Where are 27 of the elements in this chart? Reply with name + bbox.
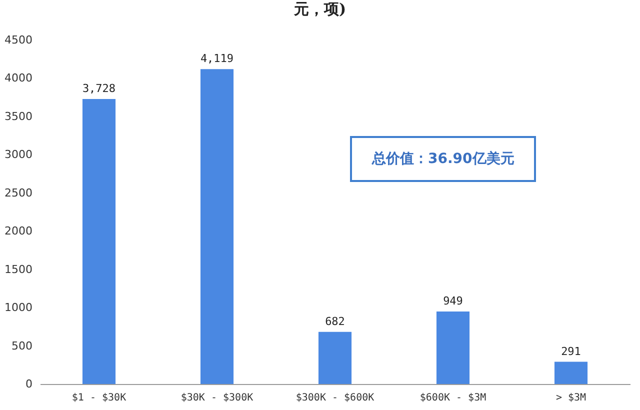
x-tick-label: $30K - $300K xyxy=(180,392,254,404)
data-label: 949 xyxy=(443,294,463,308)
x-tick-label: $1 - $30K xyxy=(72,392,126,404)
y-tick-label: 4000 xyxy=(4,72,32,85)
x-tick-label: $600K - $3M xyxy=(420,392,486,404)
bar xyxy=(200,69,234,384)
data-label: 291 xyxy=(561,344,581,358)
annotation: 总价值：36.90亿美元 xyxy=(350,136,536,182)
bar xyxy=(436,311,470,384)
y-tick-label: 2000 xyxy=(4,224,32,238)
x-tick-label: > $3M xyxy=(556,392,586,404)
y-tick-label: 3500 xyxy=(4,110,32,123)
y-tick-label: 1500 xyxy=(4,262,32,276)
data-label: 3,728 xyxy=(82,82,116,96)
y-tick-label: 0 xyxy=(26,378,32,390)
bar xyxy=(82,99,116,384)
data-label: 682 xyxy=(325,314,345,328)
y-tick-label: 4500 xyxy=(4,34,32,46)
chart-title: 元，项) xyxy=(292,0,348,19)
y-tick-label: 2500 xyxy=(4,186,32,200)
bar xyxy=(554,362,588,384)
y-tick-label: 3000 xyxy=(4,148,32,162)
y-tick-label: 500 xyxy=(12,339,32,352)
data-label: 4,119 xyxy=(200,52,234,66)
y-tick-label: 1000 xyxy=(4,301,32,314)
bar xyxy=(318,332,352,384)
x-tick-label: $300K - $600K xyxy=(296,392,374,404)
